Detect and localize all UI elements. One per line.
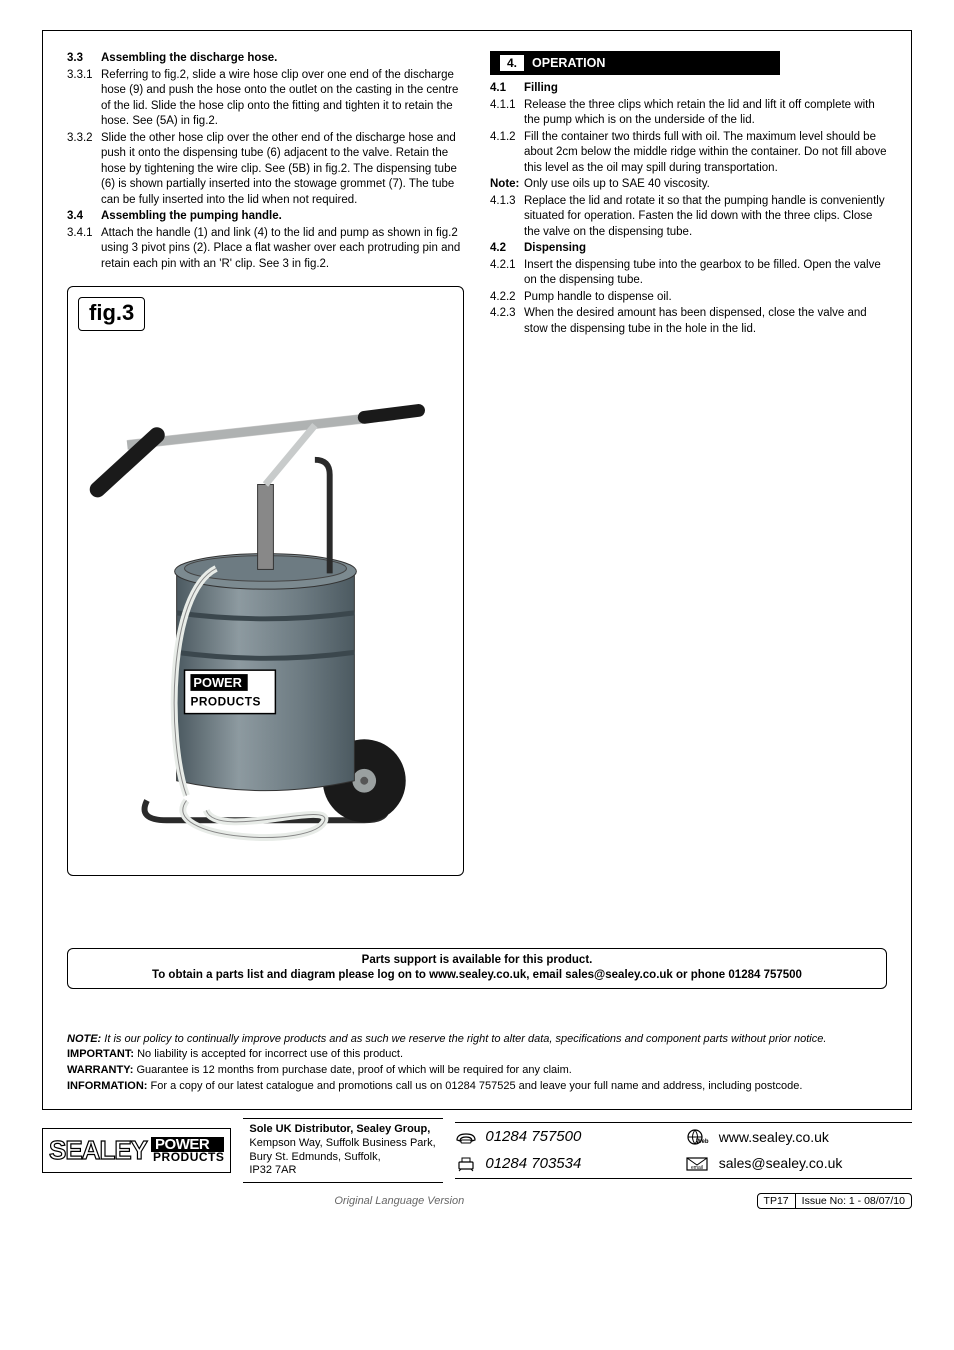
version-line: Original Language Version TP17 Issue No:… — [42, 1193, 912, 1209]
right-column: 4. OPERATION 4.1Filling4.1.1Release the … — [490, 51, 887, 876]
right-item: 4.1.1Release the three clips which retai… — [490, 98, 887, 129]
pump-column — [258, 485, 274, 570]
left-item: 3.3.1Referring to fig.2, slide a wire ho… — [67, 68, 464, 130]
item-number: 4.1 — [490, 81, 524, 97]
right-item: 4.1.2Fill the container two thirds full … — [490, 130, 887, 177]
logo-box: SEALEY POWER PRODUCTS — [42, 1128, 231, 1173]
bucket-label-bottom: PRODUCTS — [190, 695, 260, 709]
phone-icon — [455, 1129, 479, 1145]
parts-support-line1: Parts support is available for this prod… — [74, 953, 880, 969]
bucket-label: POWER PRODUCTS — [185, 670, 276, 713]
left-item: 3.3.2Slide the other hose clip over the … — [67, 131, 464, 209]
model-code: TP17 — [764, 1194, 789, 1208]
right-item: 4.2Dispensing — [490, 241, 887, 257]
item-text: Fill the container two thirds full with … — [524, 130, 887, 177]
item-number: 4.2.2 — [490, 290, 524, 306]
note-text: It is our policy to continually improve … — [104, 1033, 826, 1045]
right-item: 4.1.3Replace the lid and rotate it so th… — [490, 194, 887, 241]
logo-power-products: POWER PRODUCTS — [151, 1137, 224, 1164]
left-column: 3.3Assembling the discharge hose.3.3.1Re… — [67, 51, 464, 876]
legal-block: NOTE: It is our policy to continually im… — [67, 1032, 887, 1095]
handle-grip-right — [364, 411, 418, 418]
contact-grid: 01284 757500 Web www.sealey.co.uk 01284 … — [455, 1122, 912, 1179]
version-text: Original Language Version — [334, 1194, 464, 1209]
left-item: 3.4.1Attach the handle (1) and link (4) … — [67, 226, 464, 273]
issue-box: TP17 Issue No: 1 - 08/07/10 — [757, 1193, 912, 1209]
item-number: 4.2.3 — [490, 306, 524, 337]
footer: SEALEY POWER PRODUCTS Sole UK Distributo… — [42, 1118, 912, 1183]
page-frame: 3.3Assembling the discharge hose.3.3.1Re… — [42, 30, 912, 1110]
item-text: When the desired amount has been dispens… — [524, 306, 887, 337]
item-number: 4.2 — [490, 241, 524, 257]
item-number: 3.3.1 — [67, 68, 101, 130]
phone-number: 01284 757500 — [485, 1127, 678, 1147]
item-number: 3.3 — [67, 51, 101, 67]
distributor-line2: Kempson Way, Suffolk Business Park, — [249, 1137, 437, 1151]
note-label: NOTE: — [67, 1033, 101, 1045]
operation-header-text: OPERATION — [532, 55, 605, 72]
item-text: Release the three clips which retain the… — [524, 98, 887, 129]
issue-number: Issue No: 1 - 08/07/10 — [795, 1194, 905, 1208]
warranty-label: WARRANTY: — [67, 1064, 133, 1076]
item-number: 4.1.3 — [490, 194, 524, 241]
fax-icon — [455, 1156, 479, 1172]
distributor-line4: IP32 7AR — [249, 1164, 437, 1178]
important-label: IMPORTANT: — [67, 1048, 134, 1060]
item-text: Attach the handle (1) and link (4) to th… — [101, 226, 464, 273]
right-item: 4.1Filling — [490, 81, 887, 97]
svg-text:Web: Web — [696, 1139, 709, 1145]
item-text: Only use oils up to SAE 40 viscosity. — [524, 177, 887, 193]
important-text: No liability is accepted for incorrect u… — [137, 1048, 403, 1060]
right-item: 4.2.3When the desired amount has been di… — [490, 306, 887, 337]
left-item: 3.4Assembling the pumping handle. — [67, 209, 464, 225]
item-number: 4.1.1 — [490, 98, 524, 129]
distributor-line3: Bury St. Edmunds, Suffolk, — [249, 1151, 437, 1165]
web-icon: Web — [685, 1128, 713, 1146]
figure-3-box: fig.3 — [67, 286, 464, 876]
item-number: 4.2.1 — [490, 258, 524, 289]
figure-3-illustration: POWER PRODUCTS — [68, 287, 463, 870]
item-text: Pump handle to dispense oil. — [524, 290, 887, 306]
web-url: www.sealey.co.uk — [719, 1128, 912, 1147]
item-number: 3.4 — [67, 209, 101, 225]
email-address: sales@sealey.co.uk — [719, 1154, 912, 1173]
right-item: Note:Only use oils up to SAE 40 viscosit… — [490, 177, 887, 193]
item-text: Filling — [524, 81, 887, 97]
item-text: Dispensing — [524, 241, 887, 257]
operation-header: 4. OPERATION — [490, 51, 780, 75]
bucket-label-top: POWER — [193, 675, 241, 690]
right-item: 4.2.2Pump handle to dispense oil. — [490, 290, 887, 306]
right-item: 4.2.1Insert the dispensing tube into the… — [490, 258, 887, 289]
lever-arm-shadow — [127, 416, 394, 446]
item-number: Note: — [490, 177, 524, 193]
wheel-bolt — [360, 777, 368, 785]
parts-support-box: Parts support is available for this prod… — [67, 948, 887, 989]
information-text: For a copy of our latest catalogue and p… — [151, 1080, 803, 1092]
item-text: Referring to fig.2, slide a wire hose cl… — [101, 68, 464, 130]
pump-link — [266, 425, 315, 484]
logo-sealey: SEALEY — [49, 1133, 147, 1168]
item-text: Assembling the pumping handle. — [101, 209, 464, 225]
content-columns: 3.3Assembling the discharge hose.3.3.1Re… — [67, 51, 887, 876]
item-text: Insert the dispensing tube into the gear… — [524, 258, 887, 289]
item-text: Slide the other hose clip over the other… — [101, 131, 464, 209]
operation-header-num: 4. — [500, 55, 524, 71]
fax-number: 01284 703534 — [485, 1154, 678, 1174]
left-item: 3.3Assembling the discharge hose. — [67, 51, 464, 67]
distributor-line1: Sole UK Distributor, Sealey Group, — [249, 1123, 437, 1137]
item-number: 3.3.2 — [67, 131, 101, 209]
parts-support-line2: To obtain a parts list and diagram pleas… — [74, 968, 880, 984]
item-text: Assembling the discharge hose. — [101, 51, 464, 67]
item-text: Replace the lid and rotate it so that th… — [524, 194, 887, 241]
svg-text:email: email — [691, 1165, 703, 1171]
logo-pp-bottom: PRODUCTS — [151, 1152, 224, 1163]
item-number: 3.4.1 — [67, 226, 101, 273]
information-label: INFORMATION: — [67, 1080, 147, 1092]
email-icon: email — [685, 1156, 713, 1172]
item-number: 4.1.2 — [490, 130, 524, 177]
warranty-text: Guarantee is 12 months from purchase dat… — [136, 1064, 571, 1076]
distributor-address: Sole UK Distributor, Sealey Group, Kemps… — [243, 1118, 443, 1183]
